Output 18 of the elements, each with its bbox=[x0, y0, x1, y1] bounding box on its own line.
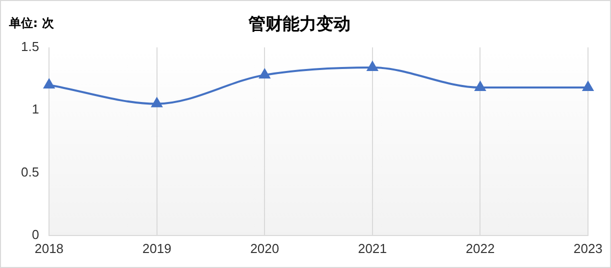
point bbox=[367, 61, 378, 71]
y-tick-label: 1 bbox=[32, 102, 40, 117]
x-tick-label: 2023 bbox=[574, 240, 602, 256]
point bbox=[474, 82, 486, 92]
x-tick-label: 2021 bbox=[358, 240, 387, 256]
y-axis-title: 单位: 次 bbox=[9, 15, 54, 32]
x-tick-label: 2019 bbox=[142, 240, 172, 256]
chart-title: 管财能力变动 bbox=[248, 14, 350, 35]
y-tick-label: 0.5 bbox=[20, 164, 40, 180]
x-tick-label: 2020 bbox=[250, 240, 280, 256]
y-tick-label: 1.5 bbox=[20, 38, 40, 54]
point bbox=[44, 79, 54, 88]
y-tick-label: 0 bbox=[32, 226, 40, 242]
x-tick-label: 2022 bbox=[466, 240, 495, 256]
x-tick-label: 2018 bbox=[34, 240, 64, 256]
point bbox=[582, 82, 594, 92]
point bbox=[259, 68, 270, 78]
point bbox=[152, 98, 162, 108]
